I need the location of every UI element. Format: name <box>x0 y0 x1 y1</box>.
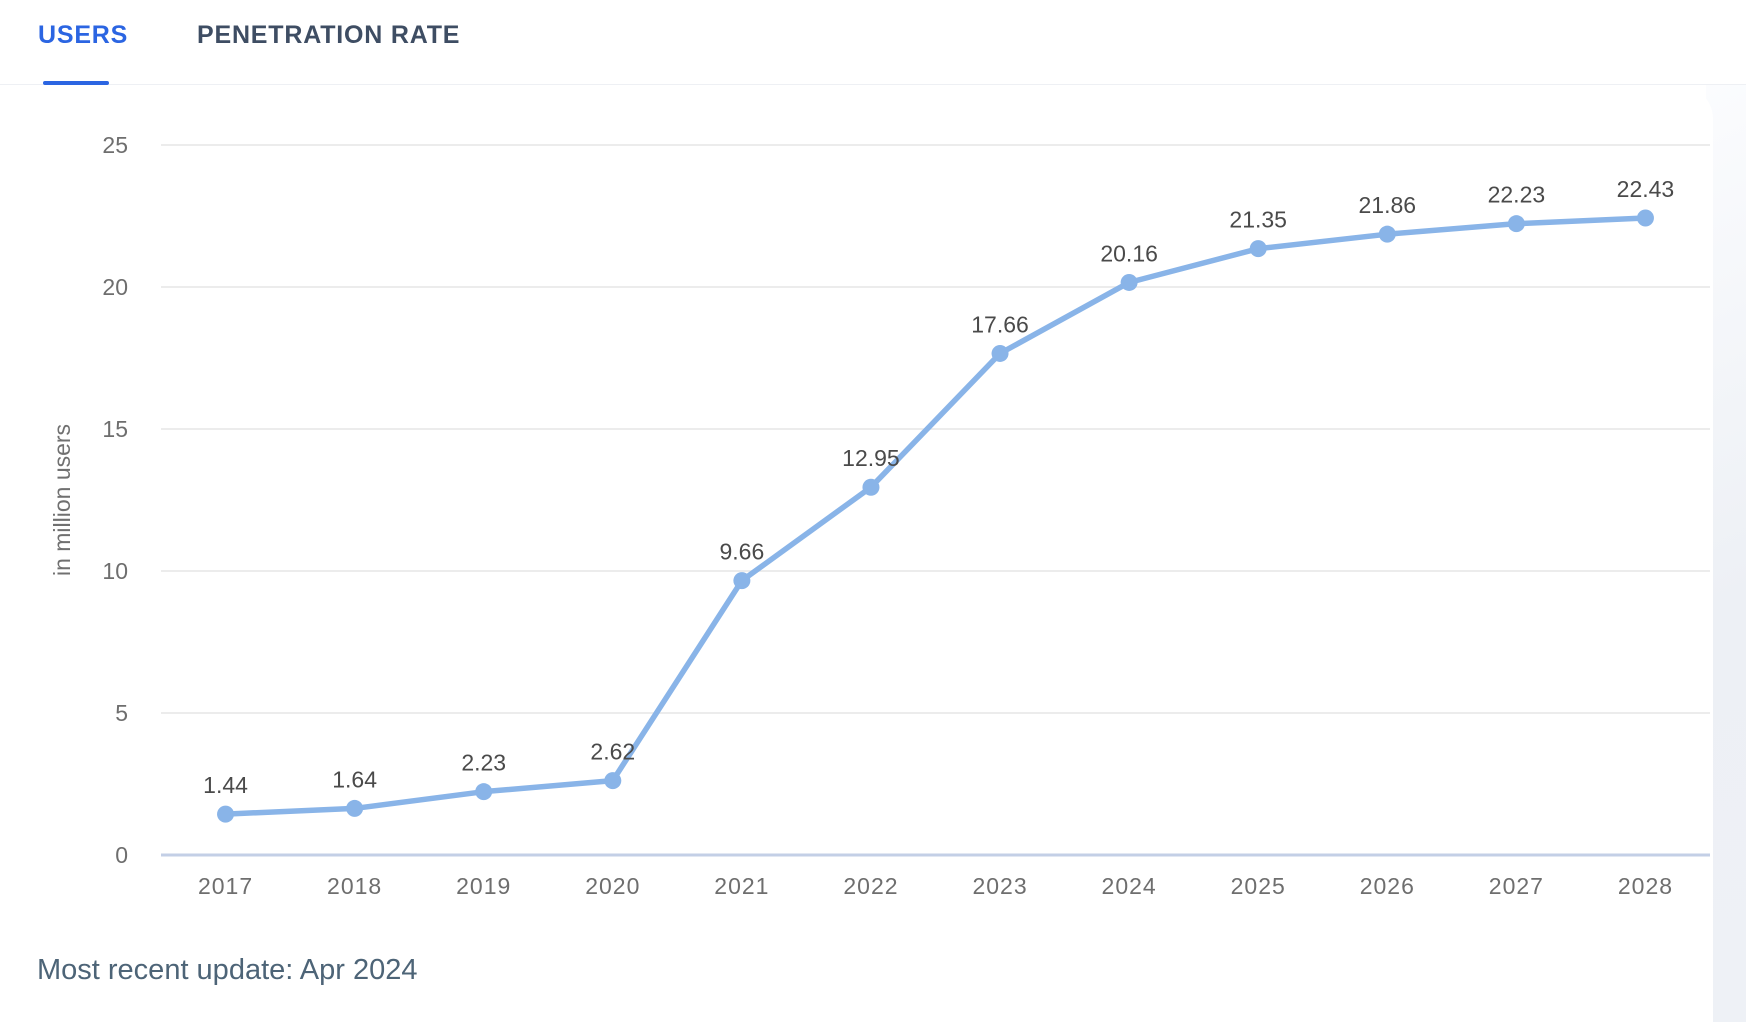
x-tick-label: 2023 <box>972 873 1027 899</box>
data-point[interactable] <box>1378 225 1396 243</box>
data-point-label: 17.66 <box>971 311 1029 337</box>
data-point-label: 22.23 <box>1488 182 1546 208</box>
y-tick-label: 5 <box>115 700 128 726</box>
data-point[interactable] <box>862 478 880 496</box>
x-tick-label: 2028 <box>1618 873 1673 899</box>
data-point-label: 20.16 <box>1100 240 1158 266</box>
data-point[interactable] <box>1249 240 1267 258</box>
y-tick-label: 25 <box>102 132 128 158</box>
x-tick-label: 2018 <box>327 873 382 899</box>
data-point[interactable] <box>475 783 493 801</box>
data-point[interactable] <box>1507 215 1525 233</box>
data-point[interactable] <box>217 805 235 823</box>
data-point-label: 22.43 <box>1617 176 1675 202</box>
chart-card <box>0 85 1713 1022</box>
data-point-label: 1.64 <box>332 766 377 792</box>
x-tick-label: 2021 <box>714 873 769 899</box>
y-tick-label: 10 <box>102 558 128 584</box>
last-update-note: Most recent update: Apr 2024 <box>37 954 418 986</box>
data-point-label: 9.66 <box>719 539 764 565</box>
x-tick-label: 2017 <box>198 873 253 899</box>
data-point-label: 21.86 <box>1359 192 1417 218</box>
y-tick-label: 0 <box>115 842 128 868</box>
y-tick-label: 20 <box>102 274 128 300</box>
data-point[interactable] <box>1120 273 1138 291</box>
data-point-label: 2.62 <box>590 739 635 765</box>
y-axis-title: in million users <box>49 424 75 576</box>
tab-bar: USERS PENETRATION RATE <box>0 0 1746 85</box>
tab-penetration-rate[interactable]: PENETRATION RATE <box>197 21 461 49</box>
data-point[interactable] <box>733 572 751 590</box>
x-tick-label: 2022 <box>843 873 898 899</box>
data-point[interactable] <box>991 344 1009 362</box>
data-point-label: 12.95 <box>842 445 900 471</box>
x-tick-label: 2025 <box>1231 873 1286 899</box>
data-point[interactable] <box>604 772 622 790</box>
tabbar-divider <box>0 83 1746 85</box>
active-tab-underline <box>43 81 109 85</box>
x-tick-label: 2020 <box>585 873 640 899</box>
data-point[interactable] <box>346 799 364 817</box>
data-point[interactable] <box>1636 209 1654 227</box>
x-tick-label: 2019 <box>456 873 511 899</box>
x-tick-label: 2024 <box>1102 873 1157 899</box>
tab-users[interactable]: USERS <box>38 21 129 49</box>
line-series <box>222 215 1649 817</box>
y-tick-label: 15 <box>102 416 128 442</box>
data-point-label: 1.44 <box>203 772 248 798</box>
data-point-label: 21.35 <box>1229 207 1287 233</box>
x-tick-label: 2027 <box>1489 873 1544 899</box>
data-point-label: 2.23 <box>461 750 506 776</box>
x-tick-label: 2026 <box>1360 873 1415 899</box>
